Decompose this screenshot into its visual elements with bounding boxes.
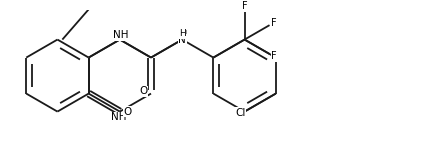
Text: NH: NH xyxy=(113,30,128,40)
Text: O: O xyxy=(139,86,147,96)
Text: H: H xyxy=(179,30,187,40)
Text: F: F xyxy=(271,18,276,28)
Text: F: F xyxy=(271,51,276,61)
Text: H: H xyxy=(178,29,185,38)
Text: N: N xyxy=(178,35,186,45)
Text: F: F xyxy=(241,1,247,11)
Text: NH: NH xyxy=(111,112,126,122)
Text: O: O xyxy=(123,107,131,117)
Text: Cl: Cl xyxy=(234,108,245,118)
